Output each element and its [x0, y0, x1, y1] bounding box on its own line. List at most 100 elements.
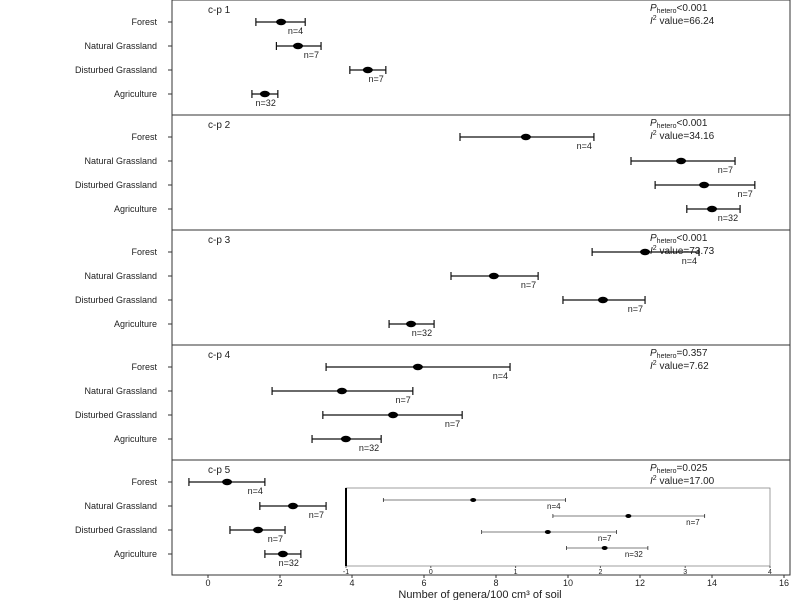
inset-n-label: n=32 [625, 550, 644, 559]
i2-value-label: I2 value=66.24 [650, 15, 715, 27]
category-label: Disturbed Grassland [75, 525, 157, 535]
estimate-mean-point [277, 550, 288, 558]
category-label: Agriculture [114, 319, 157, 329]
n-label: n=32 [412, 328, 432, 338]
p-hetero-label: Phetero<0.001 [650, 233, 708, 245]
inset-n-label: n=7 [598, 534, 612, 543]
category-label: Disturbed Grassland [75, 180, 157, 190]
estimate-mean-point [293, 42, 303, 50]
inset-x-tick-label: 2 [598, 569, 602, 576]
n-label: n=4 [682, 256, 697, 266]
estimate-mean-point [362, 66, 373, 74]
category-label: Natural Grassland [84, 501, 157, 511]
p-hetero-label: Phetero<0.001 [650, 118, 708, 130]
n-label: n=7 [718, 165, 733, 175]
n-label: n=7 [309, 510, 324, 520]
category-label: Natural Grassland [84, 41, 157, 51]
n-label: n=7 [738, 189, 753, 199]
x-tick-label: 8 [493, 578, 498, 588]
inset-n-label: n=7 [686, 518, 700, 527]
estimate-mean-point [259, 90, 270, 98]
category-label: Natural Grassland [84, 156, 157, 166]
category-label: Agriculture [114, 89, 157, 99]
inset-x-tick-label: 4 [768, 569, 772, 576]
category-label: Agriculture [114, 549, 157, 559]
inset-n-label: n=4 [547, 502, 561, 511]
inset-estimate-mean-point [601, 546, 608, 550]
n-label: n=32 [279, 558, 299, 568]
inset-frame [345, 487, 771, 567]
estimate-mean-point [597, 296, 608, 304]
category-label: Disturbed Grassland [75, 65, 157, 75]
category-label: Forest [131, 247, 157, 257]
p-hetero-label: Phetero<0.001 [650, 3, 708, 15]
category-label: Forest [131, 17, 157, 27]
n-label: n=7 [628, 304, 643, 314]
estimate-mean-point [676, 157, 687, 165]
estimate-mean-point [488, 272, 499, 280]
category-label: Natural Grassland [84, 271, 157, 281]
estimate-mean-point [336, 387, 347, 395]
x-tick-label: 4 [349, 578, 354, 588]
inset-x-tick-label: 0 [429, 569, 433, 576]
category-label: Agriculture [114, 434, 157, 444]
n-label: n=32 [359, 443, 379, 453]
estimate-mean-point [222, 478, 233, 486]
x-tick-label: 0 [205, 578, 210, 588]
x-axis-title: Number of genera/100 cm³ of soil [398, 589, 561, 600]
category-label: Natural Grassland [84, 386, 157, 396]
category-label: Disturbed Grassland [75, 410, 157, 420]
i2-value-label: I2 value=17.00 [650, 475, 715, 487]
inset-x-tick-label: 3 [683, 569, 687, 576]
i2-value-label: I2 value=34.16 [650, 130, 715, 142]
category-label: Disturbed Grassland [75, 295, 157, 305]
x-tick-label: 12 [635, 578, 645, 588]
estimate-mean-point [699, 181, 710, 189]
category-label: Forest [131, 362, 157, 372]
estimate-mean-point [520, 133, 531, 141]
category-label: Forest [131, 477, 157, 487]
x-tick-label: 10 [563, 578, 573, 588]
n-label: n=7 [521, 280, 536, 290]
estimate-mean-point [707, 205, 717, 213]
n-label: n=7 [445, 419, 460, 429]
estimate-mean-point [388, 411, 399, 419]
n-label: n=4 [493, 371, 508, 381]
n-label: n=32 [256, 98, 276, 108]
n-label: n=32 [718, 213, 738, 223]
estimate-mean-point [253, 526, 264, 534]
category-label: Forest [131, 132, 157, 142]
n-label: n=7 [396, 395, 411, 405]
i2-value-label: I2 value=7.62 [650, 360, 709, 372]
estimate-mean-point [406, 320, 417, 328]
p-hetero-label: Phetero=0.357 [650, 348, 708, 360]
inset-estimate-mean-point [470, 498, 477, 502]
estimate-mean-point [340, 435, 351, 443]
n-label: n=4 [577, 141, 592, 151]
estimate-mean-point [287, 502, 298, 510]
estimate-mean-point [640, 248, 651, 256]
p-hetero-label: Phetero=0.025 [650, 463, 708, 475]
inset-estimate-mean-point [625, 514, 632, 518]
panel-title: c-p 5 [208, 465, 231, 476]
x-tick-label: 2 [277, 578, 282, 588]
estimate-mean-point [276, 18, 287, 26]
n-label: n=4 [248, 486, 263, 496]
panel-title: c-p 2 [208, 120, 231, 131]
inset-estimate-mean-point [544, 530, 551, 534]
n-label: n=4 [288, 26, 303, 36]
inset-x-tick-label: -1 [343, 569, 349, 576]
n-label: n=7 [304, 50, 319, 60]
panel-title: c-p 3 [208, 235, 231, 246]
panel-title: c-p 1 [208, 5, 231, 16]
n-label: n=7 [268, 534, 283, 544]
x-tick-label: 6 [421, 578, 426, 588]
category-label: Agriculture [114, 204, 157, 214]
estimate-mean-point [412, 363, 423, 371]
inset-x-tick-label: 1 [514, 569, 518, 576]
x-tick-label: 14 [707, 578, 717, 588]
panel-title: c-p 4 [208, 350, 231, 361]
x-tick-label: 16 [779, 578, 789, 588]
n-label: n=7 [369, 74, 384, 84]
